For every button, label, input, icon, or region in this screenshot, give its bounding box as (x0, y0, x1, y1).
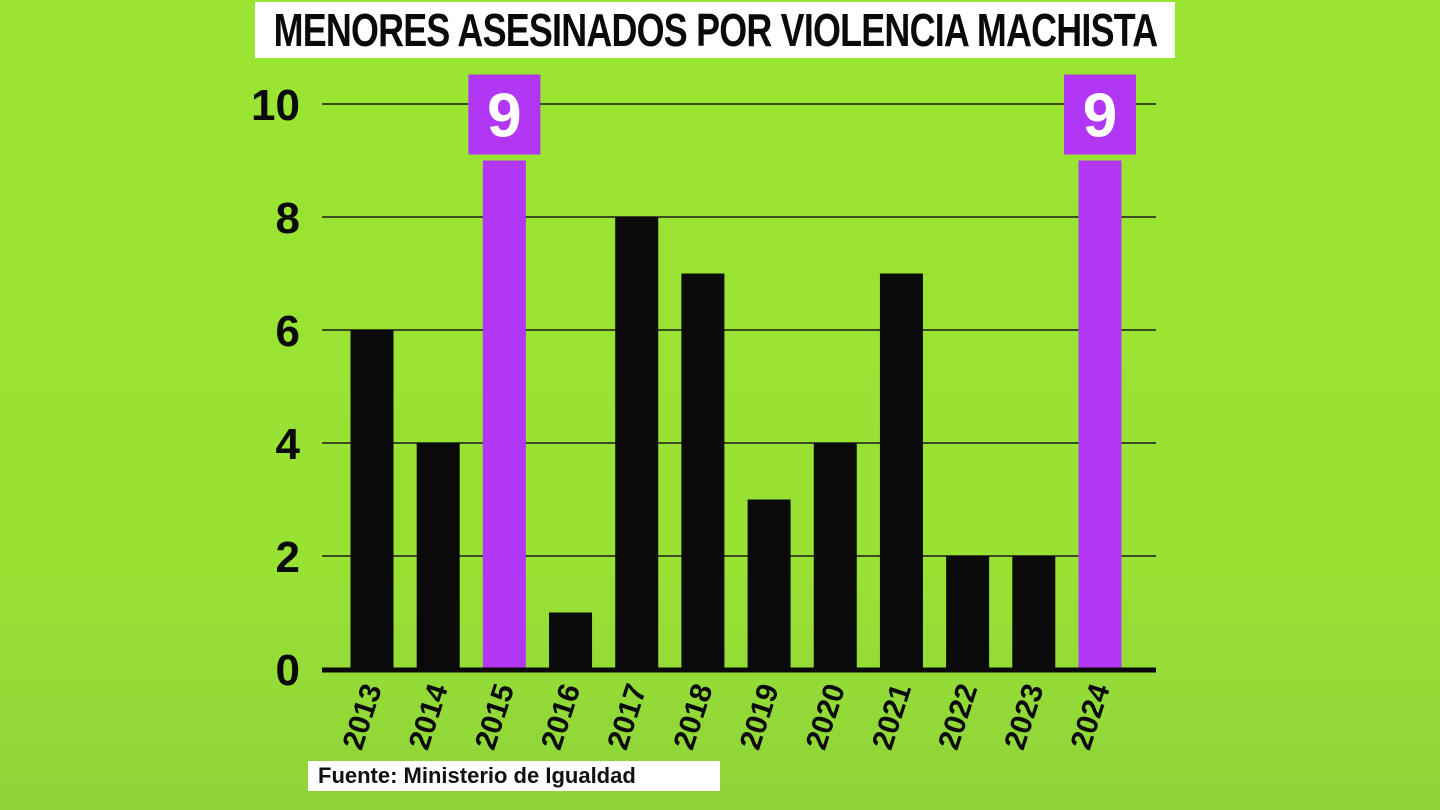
bar-2021 (879, 273, 923, 669)
x-tick-label: 2013 (337, 680, 389, 754)
bar-2017 (615, 217, 659, 669)
bar-2016 (549, 612, 593, 669)
bar-2013 (350, 330, 394, 669)
data-label: 9 (487, 82, 521, 151)
chart-title: MENORES ASESINADOS POR VIOLENCIA MACHIST… (273, 4, 1157, 56)
y-tick-label: 4 (276, 420, 301, 469)
y-tick-label: 6 (276, 307, 300, 356)
x-tick-label: 2016 (535, 680, 587, 754)
data-label-box (1063, 74, 1136, 155)
bar-2019 (747, 499, 791, 669)
x-tick-label: 2020 (800, 680, 852, 754)
x-tick-label: 2015 (469, 680, 521, 754)
bar-2024 (1078, 160, 1122, 669)
source-text: Fuente: Ministerio de Igualdad (318, 763, 636, 788)
bar-2018 (681, 273, 725, 669)
bar-2023 (1012, 556, 1056, 669)
data-label: 9 (1083, 82, 1117, 151)
bar-2014 (416, 443, 460, 669)
y-tick-label: 2 (276, 533, 300, 582)
x-tick-label: 2014 (403, 680, 455, 754)
source-box: Fuente: Ministerio de Igualdad (308, 761, 720, 791)
x-tick-label: 2022 (932, 680, 984, 754)
y-tick-label: 8 (276, 194, 300, 243)
x-tick-label: 2023 (998, 680, 1050, 754)
x-tick-label: 2017 (601, 680, 653, 754)
bar-2022 (946, 556, 990, 669)
data-label-box (468, 74, 541, 155)
x-tick-label: 2024 (1065, 680, 1117, 754)
x-tick-label: 2018 (668, 680, 720, 754)
chart-title-box: MENORES ASESINADOS POR VIOLENCIA MACHIST… (255, 2, 1175, 58)
x-tick-label: 2019 (734, 680, 786, 754)
y-tick-label: 0 (276, 646, 300, 695)
bar-2020 (813, 443, 857, 669)
x-tick-label: 2021 (866, 680, 918, 754)
y-tick-label: 10 (251, 81, 300, 130)
bar-2015 (482, 160, 526, 669)
